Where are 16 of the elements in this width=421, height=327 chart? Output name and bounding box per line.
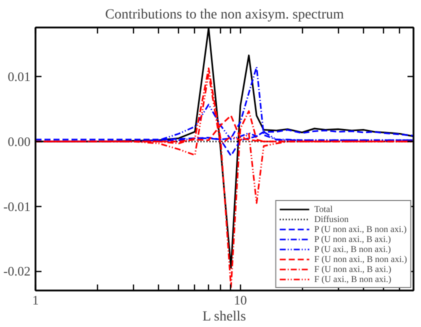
- y-tick-label: -0.01: [3, 198, 31, 214]
- legend-label: P (U non axi., B axi.): [314, 234, 391, 244]
- x-tick-label: 1: [32, 292, 39, 308]
- legend-label: F (U axi., B non axi.): [314, 274, 392, 284]
- x-tick-label: 10: [234, 292, 247, 308]
- chart-title: Contributions to the non axisym. spectrum: [105, 8, 344, 22]
- legend-label: Diffusion: [314, 214, 349, 224]
- legend-label: Total: [314, 204, 334, 214]
- y-tick-label: -0.02: [3, 264, 31, 279]
- legend-label: P (U axi., B non axi.): [314, 244, 391, 254]
- y-tick-label: 0.01: [8, 69, 30, 84]
- x-axis-title: L shells: [202, 310, 246, 324]
- legend-label: F (U non axi., B axi.): [314, 264, 392, 274]
- y-tick-label: 0.00: [8, 134, 30, 150]
- legend-label: P (U non axi., B non axi.): [314, 224, 407, 234]
- legend-label: F (U non axi., B non axi.): [314, 254, 407, 264]
